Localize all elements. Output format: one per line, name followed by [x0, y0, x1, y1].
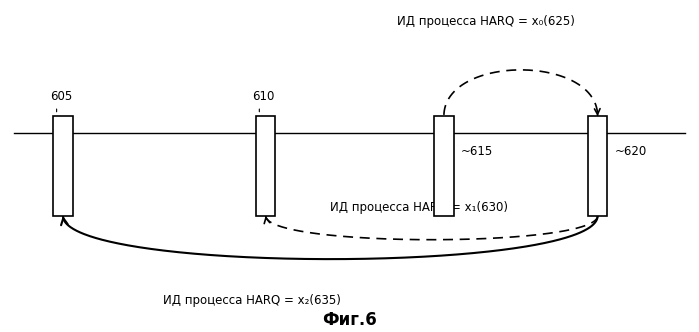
- Text: 610: 610: [252, 90, 275, 103]
- Bar: [588, 116, 607, 216]
- Text: 605: 605: [50, 90, 72, 103]
- Text: Фиг.6: Фиг.6: [322, 311, 377, 329]
- Text: ИД процесса HARQ = x₂(635): ИД процесса HARQ = x₂(635): [163, 294, 340, 307]
- Bar: [53, 116, 73, 216]
- Text: ~615: ~615: [461, 144, 493, 158]
- Text: ИД процесса HARQ = x₁(630): ИД процесса HARQ = x₁(630): [331, 201, 508, 214]
- Bar: [256, 116, 275, 216]
- Text: ~620: ~620: [614, 144, 647, 158]
- Text: ИД процесса HARQ = x₀(625): ИД процесса HARQ = x₀(625): [397, 15, 575, 28]
- Bar: [434, 116, 454, 216]
